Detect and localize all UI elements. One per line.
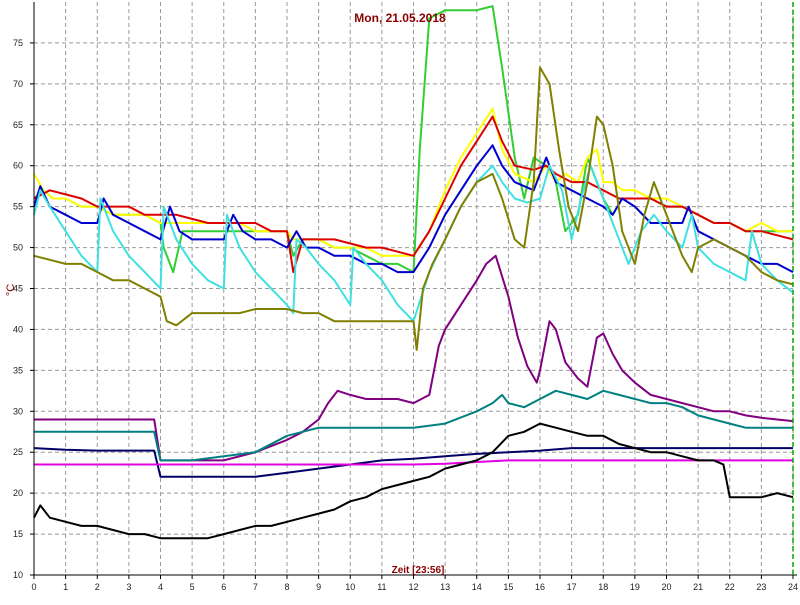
x-tick-label-6: 6 bbox=[221, 582, 226, 592]
tick-labels: 0 1 2 3 4 5 6 7 8 9 10 11 12 13 14 15 16 17 18 19 20 21 22 23 24… bbox=[13, 38, 798, 592]
x-tick-label-18: 18 bbox=[598, 582, 608, 592]
x-tick-label-12: 12 bbox=[408, 582, 418, 592]
x-tick-label-22: 22 bbox=[725, 582, 735, 592]
y-tick-label-7: 45 bbox=[13, 284, 23, 294]
chart-title: Mon, 21.05.2018 bbox=[354, 11, 446, 25]
x-tick-label-4: 4 bbox=[158, 582, 163, 592]
y-tick-label-9: 55 bbox=[13, 202, 23, 212]
x-tick-label-14: 14 bbox=[472, 582, 482, 592]
series-line-7 bbox=[34, 389, 793, 462]
y-tick-label-3: 25 bbox=[13, 447, 23, 457]
y-tick-label-0: 10 bbox=[13, 570, 23, 580]
y-axis-label: °C bbox=[5, 284, 17, 296]
series-line-8 bbox=[33, 447, 793, 478]
x-tick-label-19: 19 bbox=[630, 582, 640, 592]
x-tick-label-5: 5 bbox=[190, 582, 195, 592]
x-tick-label-0: 0 bbox=[31, 582, 36, 592]
y-tick-label-10: 60 bbox=[13, 161, 23, 171]
x-tick-label-20: 20 bbox=[661, 582, 671, 592]
x-axis-label: Zeit [23:56] bbox=[392, 565, 445, 576]
series-line-6 bbox=[34, 254, 794, 462]
y-tick-label-12: 70 bbox=[13, 79, 23, 89]
x-tick-label-10: 10 bbox=[345, 582, 355, 592]
x-tick-label-7: 7 bbox=[253, 582, 258, 592]
series-group bbox=[33, 5, 794, 540]
y-tick-label-6: 40 bbox=[13, 324, 23, 334]
y-tick-label-11: 65 bbox=[13, 120, 23, 130]
grid bbox=[34, 2, 794, 576]
x-tick-label-2: 2 bbox=[95, 582, 100, 592]
y-tick-label-1: 15 bbox=[13, 529, 23, 539]
x-tick-label-3: 3 bbox=[126, 582, 131, 592]
x-tick-label-1: 1 bbox=[63, 582, 68, 592]
x-tick-label-9: 9 bbox=[316, 582, 321, 592]
x-tick-label-21: 21 bbox=[693, 582, 703, 592]
x-tick-label-13: 13 bbox=[440, 582, 450, 592]
x-tick-label-17: 17 bbox=[567, 582, 577, 592]
y-tick-label-5: 35 bbox=[13, 365, 23, 375]
series-line-4 bbox=[33, 164, 794, 323]
x-tick-label-16: 16 bbox=[535, 582, 545, 592]
y-tick-label-8: 50 bbox=[13, 243, 23, 253]
y-tick-label-4: 30 bbox=[13, 406, 23, 416]
x-tick-label-15: 15 bbox=[503, 582, 513, 592]
series-line-5 bbox=[33, 66, 794, 351]
x-tick-label-24: 24 bbox=[788, 582, 798, 592]
series-line-9 bbox=[34, 459, 793, 466]
axes bbox=[30, 2, 797, 579]
x-tick-label-11: 11 bbox=[377, 582, 386, 592]
series-line-10 bbox=[33, 422, 794, 540]
x-tick-label-8: 8 bbox=[284, 582, 289, 592]
x-tick-label-23: 23 bbox=[756, 582, 766, 592]
y-tick-label-13: 75 bbox=[13, 38, 23, 48]
y-tick-label-2: 20 bbox=[13, 488, 23, 498]
